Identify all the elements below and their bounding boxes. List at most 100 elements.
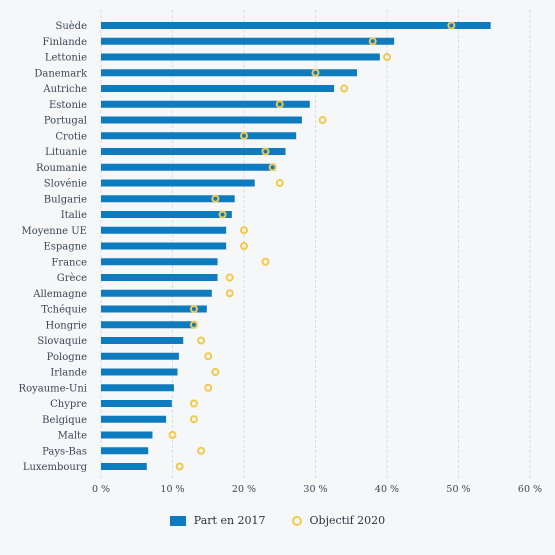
- bar: [101, 132, 297, 140]
- x-tick-label: 0 %: [92, 484, 110, 495]
- category-label: Slovénie: [44, 179, 87, 190]
- x-tick-label: 10 %: [160, 484, 184, 495]
- x-tick-label: 40 %: [375, 484, 399, 495]
- bar: [101, 116, 302, 124]
- category-label: Pologne: [47, 352, 87, 363]
- category-label: Estonie: [49, 100, 87, 111]
- x-tick-label: 20 %: [232, 484, 256, 495]
- target-marker: [211, 194, 220, 203]
- x-tick-label: 50 %: [446, 484, 470, 495]
- bar: [101, 352, 179, 360]
- x-tick-label: 30 %: [303, 484, 327, 495]
- x-tick-label: 60 %: [518, 484, 542, 495]
- category-label: Espagne: [43, 242, 87, 253]
- target-marker: [268, 163, 277, 172]
- bar: [101, 69, 357, 77]
- legend-item-markers: Objectif 2020: [291, 514, 386, 527]
- target-marker: [204, 383, 213, 392]
- bar: [101, 163, 276, 171]
- bar: [101, 226, 227, 234]
- bar: [101, 37, 395, 45]
- bar: [101, 148, 286, 155]
- target-marker: [168, 431, 177, 439]
- legend-marker-icon: [291, 515, 302, 526]
- legend-swatch-bars: [169, 515, 186, 526]
- target-marker: [240, 226, 248, 235]
- target-marker: [189, 305, 198, 313]
- category-label: Roumanie: [36, 163, 87, 174]
- target-marker: [311, 68, 320, 77]
- target-marker: [189, 399, 198, 408]
- category-label: Royaume-Uni: [19, 383, 87, 394]
- bar: [101, 100, 310, 108]
- target-marker: [189, 415, 198, 424]
- target-marker: [211, 368, 220, 376]
- bar: [101, 53, 380, 61]
- target-marker: [383, 53, 391, 61]
- bar: [101, 211, 232, 218]
- bar: [101, 431, 153, 439]
- category-label: Luxembourg: [23, 462, 88, 473]
- category-label: Suède: [55, 21, 87, 32]
- bar: [101, 242, 227, 250]
- target-marker: [225, 273, 234, 282]
- target-marker: [275, 100, 284, 109]
- category-label: Belgique: [42, 415, 87, 426]
- target-marker: [218, 210, 227, 219]
- bar: [101, 195, 235, 203]
- target-marker: [175, 462, 184, 471]
- target-marker: [225, 289, 234, 298]
- bar: [101, 258, 218, 266]
- bar: [101, 289, 212, 297]
- bar: [101, 447, 149, 455]
- target-marker: [204, 352, 213, 361]
- category-label: Chypre: [50, 399, 87, 410]
- target-marker: [261, 147, 270, 156]
- bar: [101, 274, 218, 281]
- target-marker: [189, 320, 198, 329]
- bar: [101, 305, 207, 313]
- target-marker: [340, 84, 349, 93]
- category-label: Irlande: [50, 368, 87, 379]
- category-label: Grèce: [57, 273, 87, 284]
- target-marker: [318, 116, 327, 124]
- bar: [101, 337, 184, 344]
- bar: [101, 179, 255, 187]
- category-label: Danemark: [34, 68, 88, 79]
- category-label: Pays-Bas: [42, 446, 87, 457]
- bar: [101, 415, 167, 423]
- category-label: Crotie: [55, 131, 87, 142]
- bar-chart: 0 % 10 % 20 % 30 % 40 % 50 % 60 % Suède Finlande…: [19, 10, 542, 495]
- category-label: Lettonie: [45, 53, 87, 64]
- category-label: Malte: [58, 431, 87, 442]
- bar: [101, 384, 174, 392]
- category-label: Allemagne: [32, 289, 87, 300]
- category-label: Autriche: [42, 84, 87, 95]
- category-label: France: [51, 257, 87, 268]
- category-label: Slovaquie: [37, 336, 87, 347]
- target-marker: [240, 242, 248, 250]
- target-marker: [447, 21, 456, 30]
- target-marker: [368, 37, 377, 46]
- legend-label-bars: Part en 2017: [193, 514, 266, 527]
- bar: [101, 463, 147, 470]
- category-label: Moyenne UE: [21, 226, 87, 237]
- bar: [101, 22, 491, 29]
- category-label: Tchéquie: [41, 305, 87, 316]
- target-marker: [275, 179, 284, 187]
- bar: [101, 400, 172, 407]
- category-label: Portugal: [44, 116, 87, 127]
- target-marker: [197, 446, 206, 455]
- bar: [101, 85, 335, 92]
- target-marker: [197, 336, 206, 345]
- category-label: Lituanie: [45, 147, 87, 158]
- target-marker: [261, 257, 270, 266]
- category-label: Hongrie: [46, 320, 88, 331]
- category-label: Italie: [61, 210, 87, 221]
- legend-label-markers: Objectif 2020: [309, 514, 386, 527]
- target-marker: [240, 131, 248, 140]
- category-label: Bulgarie: [44, 194, 87, 205]
- bar: [101, 321, 197, 329]
- legend: Part en 2017 Objectif 2020: [0, 514, 555, 527]
